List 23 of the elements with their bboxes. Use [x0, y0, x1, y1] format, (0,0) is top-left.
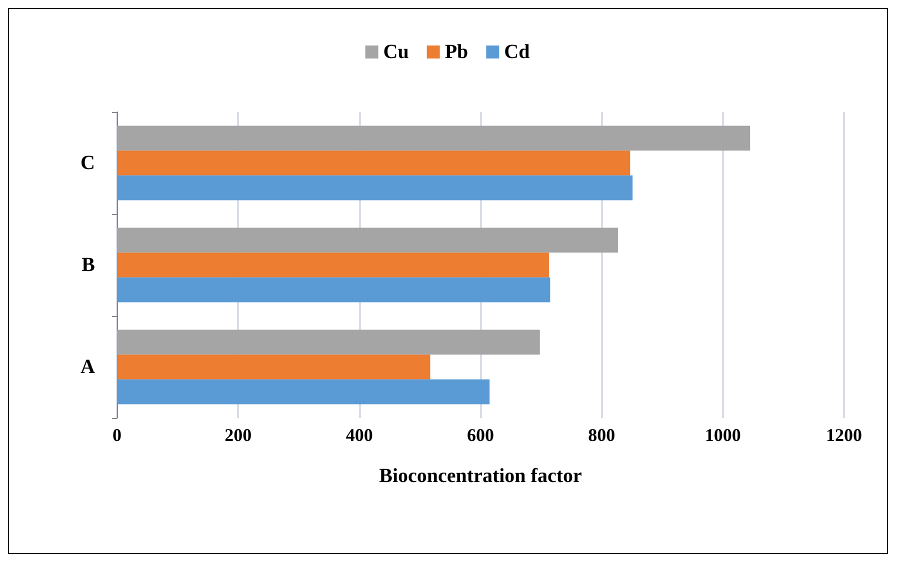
legend-label: Cu: [383, 41, 409, 63]
bar: [117, 252, 549, 278]
y-tick-label: C: [80, 152, 95, 174]
x-tick-label: 800: [588, 425, 616, 445]
legend-label: Pb: [444, 41, 468, 63]
bar: [117, 150, 630, 176]
x-tick-label: 0: [112, 425, 122, 445]
legend-label: Cd: [504, 41, 530, 63]
bar: [117, 126, 750, 151]
bar: [117, 330, 540, 355]
x-tick-label: 1000: [704, 425, 741, 445]
bar: [117, 354, 430, 380]
x-tick-label: 200: [224, 425, 252, 445]
bar: [117, 175, 633, 200]
x-tick-label: 400: [346, 425, 373, 445]
bar: [117, 228, 618, 253]
bar: [117, 379, 490, 404]
bar: [117, 277, 550, 302]
x-tick-label: 1200: [826, 425, 862, 445]
y-tick-label: B: [82, 254, 95, 276]
x-tick-label: 600: [467, 425, 494, 445]
x-axis-title: Bioconcentration factor: [379, 465, 582, 487]
y-tick-label: A: [80, 356, 96, 378]
